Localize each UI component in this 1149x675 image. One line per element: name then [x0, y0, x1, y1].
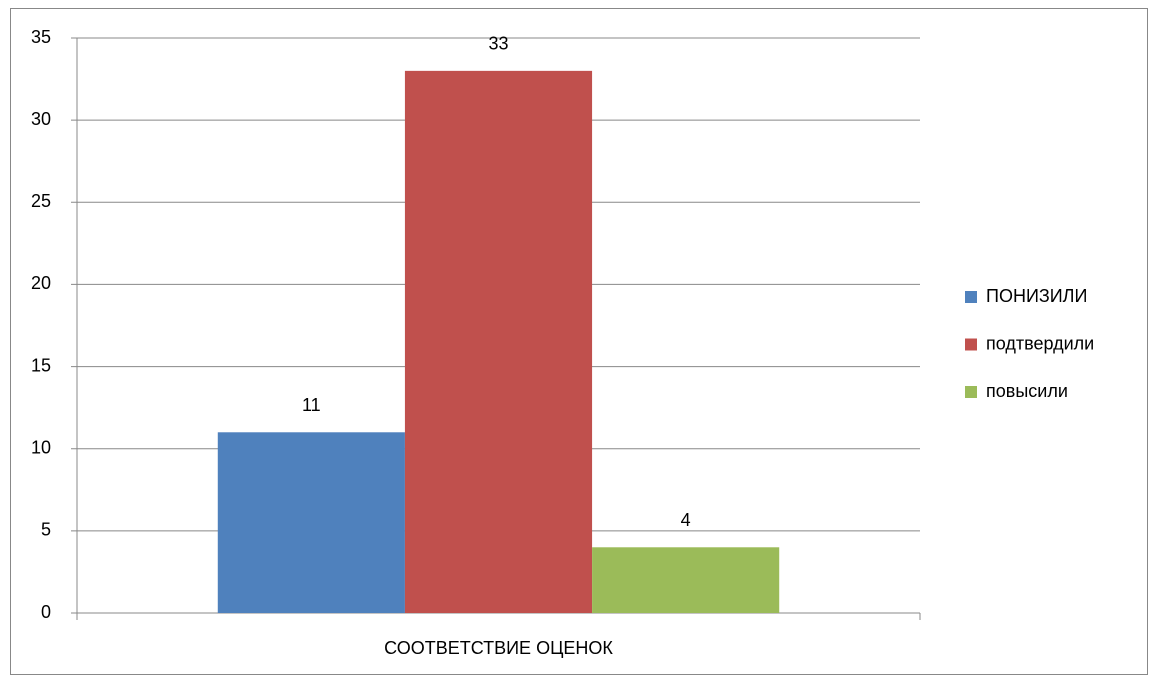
legend-label: подтвердили	[986, 333, 1094, 353]
bar	[404, 70, 593, 614]
y-tick-label: 25	[31, 191, 51, 211]
bar	[217, 432, 405, 613]
data-label: 11	[302, 395, 321, 415]
legend-swatch	[965, 386, 977, 398]
y-tick-label: 35	[31, 27, 51, 47]
bar	[592, 547, 780, 613]
data-label: 33	[488, 34, 508, 54]
y-tick-label: 10	[31, 437, 51, 457]
y-tick-label: 20	[31, 273, 51, 293]
legend-label: повысили	[986, 381, 1068, 401]
y-tick-label: 30	[31, 109, 51, 129]
legend-swatch	[965, 291, 977, 303]
legend-swatch	[965, 338, 977, 351]
data-label: 4	[681, 510, 691, 530]
legend-label: ПОНИЗИЛИ	[986, 286, 1087, 306]
y-tick-label: 5	[41, 520, 51, 540]
y-tick-label: 0	[41, 602, 51, 622]
x-tick-label: СООТВЕТСТВИЕ ОЦЕНОК	[384, 638, 613, 658]
y-tick-label: 15	[31, 355, 51, 375]
